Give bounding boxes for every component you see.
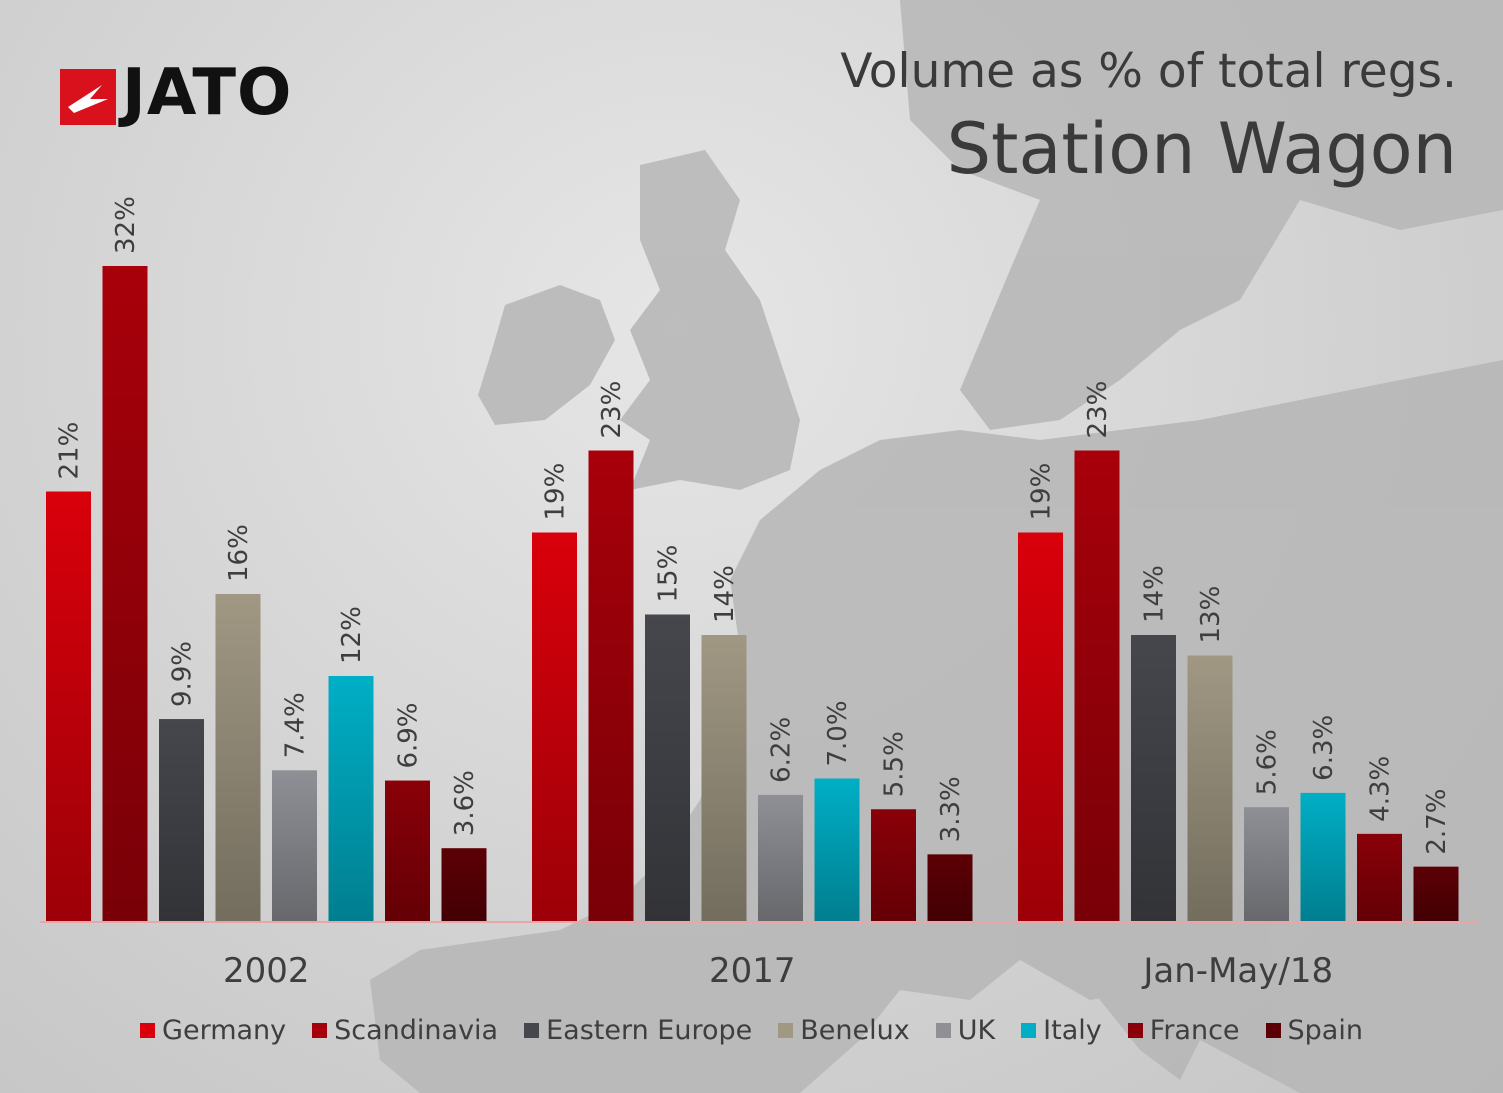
bar-italy-2: [1300, 792, 1346, 922]
bar-uk-0: [272, 770, 317, 922]
legend-swatch: [935, 1022, 951, 1038]
legend-item-spain: Spain: [1265, 1014, 1363, 1046]
data-label: 15%: [654, 545, 684, 603]
data-label: 21%: [55, 422, 85, 480]
legend-label: Germany: [162, 1014, 287, 1046]
data-label: 19%: [1027, 463, 1057, 521]
legend-label: Italy: [1043, 1014, 1102, 1046]
chart-title-line1: Volume as % of total regs.: [840, 44, 1457, 99]
legend-label: UK: [957, 1014, 996, 1046]
bar-benelux-1: [701, 635, 747, 922]
data-label: 23%: [1083, 381, 1113, 439]
data-label: 13%: [1196, 586, 1226, 644]
legend-label: Spain: [1287, 1014, 1363, 1046]
bar-benelux-0: [215, 594, 261, 922]
legend-item-scandinavia: Scandinavia: [312, 1015, 498, 1046]
legend-item-italy: Italy: [1021, 1015, 1102, 1046]
legend-swatch: [1127, 1022, 1143, 1038]
data-label: 32%: [111, 196, 141, 254]
legend-item-eastern-europe: Eastern Europe: [524, 1015, 752, 1046]
bar-benelux-2: [1187, 655, 1233, 922]
data-label: 23%: [597, 381, 627, 439]
category-label: 2002: [223, 951, 310, 991]
bar-germany-0: [46, 491, 91, 922]
bar-spain-1: [927, 854, 973, 922]
category-label: 2017: [709, 951, 796, 991]
map-ireland: [478, 285, 615, 425]
data-label: 3.6%: [450, 770, 480, 836]
data-label: 6.2%: [767, 717, 797, 783]
legend-swatch: [1265, 1022, 1281, 1038]
data-label: 7.4%: [281, 692, 311, 758]
legend-label: France: [1149, 1014, 1240, 1046]
chart-legend: Germany Scandinavia Eastern Europe Benelux U…: [0, 1010, 1503, 1050]
data-label: 19%: [541, 463, 571, 521]
bar-scandinavia-1: [588, 450, 634, 922]
data-label: 2.7%: [1422, 789, 1452, 855]
map-great-britain: [620, 150, 800, 490]
bar-eastern-europe-2: [1131, 635, 1176, 922]
data-label: 14%: [710, 565, 740, 623]
bar-germany-2: [1018, 532, 1063, 922]
data-label: 3.3%: [936, 776, 966, 842]
jato-logo: JATO: [60, 56, 310, 130]
bar-france-0: [385, 780, 430, 922]
bar-italy-1: [814, 778, 860, 922]
bar-france-1: [871, 809, 916, 922]
data-label: 16%: [224, 524, 254, 582]
bar-germany-1: [532, 532, 577, 922]
legend-swatch: [524, 1022, 540, 1038]
logo-arrow-icon: [60, 69, 116, 125]
data-label: 4.3%: [1366, 756, 1396, 822]
legend-swatch: [1021, 1022, 1037, 1038]
bar-eastern-europe-1: [645, 614, 690, 922]
data-label: 5.5%: [880, 731, 910, 797]
map-italy: [1060, 900, 1200, 1080]
data-label: 14%: [1140, 565, 1170, 623]
legend-swatch: [312, 1022, 328, 1038]
legend-label: Benelux: [800, 1014, 910, 1046]
bar-uk-1: [758, 794, 803, 922]
bar-eastern-europe-0: [159, 719, 204, 922]
legend-swatch: [778, 1022, 794, 1038]
bar-scandinavia-0: [102, 266, 148, 922]
bar-spain-2: [1413, 866, 1459, 922]
data-label: 12%: [337, 606, 367, 664]
category-label: Jan-May/18: [1141, 951, 1333, 991]
bar-scandinavia-2: [1074, 450, 1120, 922]
legend-label: Scandinavia: [334, 1014, 499, 1046]
data-label: 9.9%: [168, 641, 198, 707]
data-label: 5.6%: [1253, 729, 1283, 795]
data-label: 7.0%: [823, 700, 853, 766]
legend-item-germany: Germany: [140, 1015, 286, 1046]
legend-item-france: France: [1127, 1014, 1240, 1046]
legend-label: Eastern Europe: [546, 1014, 753, 1046]
chart-title-line2: Station Wagon: [946, 108, 1457, 190]
map-scandinavia: [900, 0, 1503, 430]
data-label: 6.9%: [394, 702, 424, 768]
data-label: 6.3%: [1309, 715, 1339, 781]
legend-item-uk: UK: [935, 1014, 996, 1046]
bar-spain-0: [441, 848, 487, 922]
logo-text: JATO: [122, 56, 293, 130]
bar-france-2: [1357, 833, 1402, 922]
bar-italy-0: [328, 676, 374, 922]
bar-uk-2: [1244, 807, 1289, 922]
legend-swatch: [140, 1022, 156, 1038]
legend-item-benelux: Benelux: [778, 1014, 910, 1046]
